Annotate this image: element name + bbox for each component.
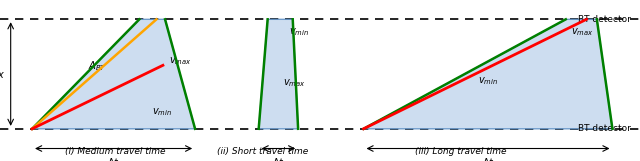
Text: $\Delta t$: $\Delta t$	[482, 156, 494, 161]
Text: (i) Medium travel time: (i) Medium travel time	[65, 147, 166, 156]
Text: $\Delta t$: $\Delta t$	[108, 156, 120, 161]
Polygon shape	[364, 19, 612, 129]
Text: $v_{max}$: $v_{max}$	[283, 77, 305, 89]
Text: $v_{min}$: $v_{min}$	[152, 106, 172, 118]
Text: (ii) Short travel time: (ii) Short travel time	[217, 147, 308, 156]
Text: $v_{min}$: $v_{min}$	[477, 75, 498, 86]
Text: BT detector: BT detector	[577, 15, 630, 24]
Text: $\Delta t$: $\Delta t$	[272, 156, 285, 161]
Polygon shape	[259, 19, 298, 129]
Text: $v_{min}$: $v_{min}$	[289, 27, 309, 38]
Text: $v_{max}$: $v_{max}$	[170, 55, 192, 67]
Text: $\Delta x$: $\Delta x$	[0, 68, 5, 80]
Text: BT detector: BT detector	[577, 124, 630, 133]
Text: (iii) Long travel time: (iii) Long travel time	[415, 147, 506, 156]
Text: $v_{max}$: $v_{max}$	[571, 27, 593, 38]
Polygon shape	[32, 19, 195, 129]
Text: $A_{BT}$: $A_{BT}$	[88, 60, 106, 73]
